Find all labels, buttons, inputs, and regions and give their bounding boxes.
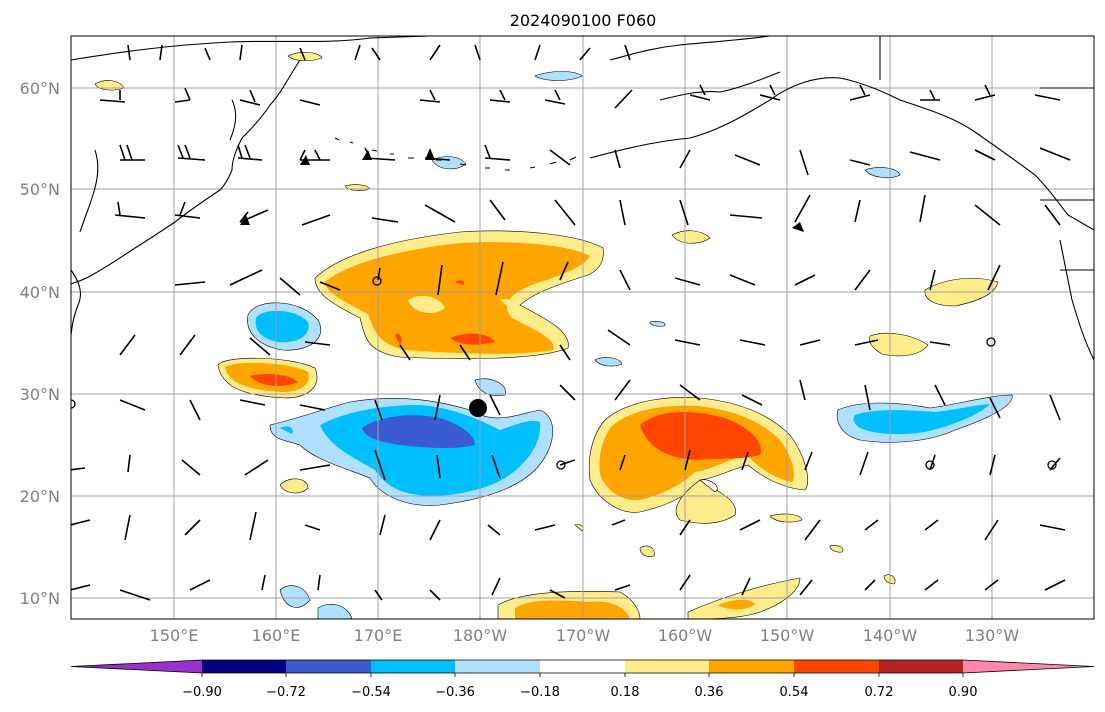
- lon-label: 170°W: [556, 626, 611, 645]
- lon-label: 180°W: [453, 626, 508, 645]
- colorbar-extend-low: [71, 660, 202, 673]
- lon-label: 160°E: [252, 626, 301, 645]
- colorbar-extend-high: [963, 660, 1094, 673]
- lat-label: 40°N: [20, 283, 60, 302]
- colorbar-tick-label: 0.54: [780, 685, 809, 700]
- lat-label: 60°N: [20, 79, 60, 98]
- colorbar-tick-label: −0.18: [520, 685, 560, 700]
- colorbar-tick-label: −0.72: [266, 685, 306, 700]
- colorbar-segment: [202, 660, 286, 673]
- lon-label: 130°W: [965, 626, 1020, 645]
- gridlines: [71, 36, 1094, 619]
- lon-label: 160°W: [658, 626, 713, 645]
- shaded-fields: [94, 52, 1013, 619]
- colorbar-segment: [625, 660, 709, 673]
- lat-label: 30°N: [20, 385, 60, 404]
- colorbar-tick-label: −0.36: [435, 685, 475, 700]
- lon-labels: 150°E 160°E 170°E 180°W 170°W 160°W 150°…: [150, 626, 1020, 645]
- colorbar-segment: [371, 660, 455, 673]
- colorbar-tick-label: 0.90: [949, 685, 978, 700]
- colorbar-segment: [455, 660, 540, 673]
- colorbar-segment: [794, 660, 879, 673]
- lat-labels: 60°N 50°N 40°N 30°N 20°N 10°N: [20, 79, 60, 608]
- map-frame: [70, 35, 1095, 620]
- colorbar-tick-label: 0.36: [695, 685, 724, 700]
- storm-center-marker: [469, 399, 487, 417]
- coastlines: [71, 36, 1094, 361]
- colorbar-tick-label: −0.90: [182, 685, 222, 700]
- lon-label: 140°W: [863, 626, 918, 645]
- map-area: [71, 36, 1094, 619]
- colorbar-segment: [540, 660, 625, 673]
- lat-label: 20°N: [20, 487, 60, 506]
- lat-label: 50°N: [20, 180, 60, 199]
- colorbar-tick-label: 0.18: [611, 685, 640, 700]
- colorbar-segment: [709, 660, 794, 673]
- map-title: 2024090100 F060: [510, 11, 657, 30]
- colorbar: [70, 659, 1095, 677]
- lon-label: 170°E: [354, 626, 403, 645]
- colorbar-tick-label: 0.72: [865, 685, 894, 700]
- wind-barbs: [71, 44, 1071, 601]
- lat-label: 10°N: [20, 589, 60, 608]
- colorbar-tick-label: −0.54: [351, 685, 391, 700]
- lon-label: 150°W: [760, 626, 815, 645]
- colorbar-ticks: −0.90 −0.72 −0.54 −0.36 −0.18 0.18 0.36 …: [182, 685, 977, 700]
- lon-label: 150°E: [150, 626, 199, 645]
- colorbar-segment: [879, 660, 963, 673]
- colorbar-segment: [286, 660, 371, 673]
